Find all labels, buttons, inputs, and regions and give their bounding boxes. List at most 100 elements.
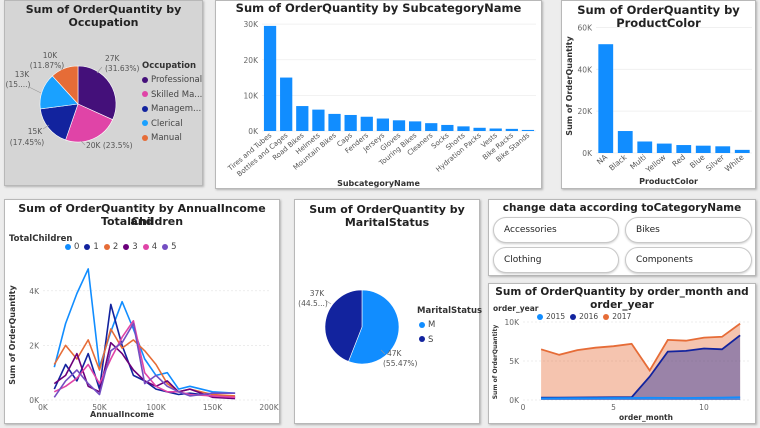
ordermonth-y-axis-label: Sum of OrderQuantity [492, 325, 499, 400]
maritalstatus-legend-marker [419, 321, 425, 328]
ordermonth-x-tick-label: 10 [699, 403, 709, 412]
subcategory-bar-touring-bikes [408, 121, 422, 131]
subcategory-bar-shorts [457, 126, 470, 131]
ordermonth-legend-item-2016[interactable]: 2016 [570, 310, 598, 324]
category-slicer-card: change data according toCategoryName Acc… [488, 199, 756, 276]
data-label-clerical-value: 13K [15, 70, 31, 79]
ordermonth-legend-label: 2017 [612, 312, 632, 321]
maritalstatus-legend-label: M [428, 320, 436, 330]
occupation-legend-marker [142, 91, 148, 97]
data-label-married-value: 47K [387, 349, 403, 358]
occupation-legend-item-clerical[interactable]: Clerical [142, 117, 202, 132]
ordermonth-line-2017 [540, 322, 741, 373]
ordermonth-legend-label: 2016 [579, 312, 599, 321]
ordermonth-x-axis-label: order_month [619, 413, 673, 422]
productcolor-bar-multi [637, 141, 653, 153]
subcategory-bar-socks [441, 124, 454, 131]
ordermonth-legend-marker [537, 314, 543, 320]
annualincome-legend-item-2[interactable]: 2 [103, 240, 118, 255]
data-label-manual-pct: (11.87%) [30, 61, 65, 70]
annualincome-x-tick-label: 200K [259, 403, 279, 412]
maritalstatus-chart-title-2: MaritalStatus [344, 216, 430, 229]
annualincome-legend-label: 5 [171, 242, 177, 252]
subcategory-bar-bike-stands [521, 129, 535, 131]
slicer-button-accessories[interactable]: Accessories [493, 217, 619, 243]
slicer-button-bikes[interactable]: Bikes [625, 217, 752, 243]
productcolor-bar-black [617, 131, 633, 153]
annualincome-legend-item-1[interactable]: 1 [84, 240, 99, 255]
occupation-legend-marker [142, 76, 148, 83]
subcategory-bar-gloves [392, 120, 406, 131]
productcolor-x-tick-label: Silver [704, 152, 727, 173]
annualincome-legend-title: TotalChildren [9, 234, 73, 244]
occupation-pie-card[interactable]: Sum of OrderQuantity by Occupation 27K (3… [4, 0, 203, 186]
pie-slice-management [39, 103, 79, 141]
ordermonth-x-tick-label: 0 [521, 403, 526, 412]
annualincome-legend-marker [65, 243, 71, 250]
leader-line-manual [57, 64, 63, 71]
productcolor-y-tick-label: 60K [578, 23, 594, 32]
subcategory-bar-hydration-packs [473, 127, 486, 131]
annualincome-line-children-3 [53, 341, 236, 400]
maritalstatus-legend-marker [419, 336, 425, 342]
pie-slice-professional [77, 65, 117, 121]
productcolor-bar-card[interactable]: Sum of OrderQuantity by ProductColor 0K 2… [561, 0, 756, 189]
productcolor-y-tick-label: 0K [582, 149, 593, 158]
productcolor-bar-red [676, 145, 692, 153]
ordermonth-area-card[interactable]: Sum of OrderQuantity by order_month and … [488, 283, 756, 424]
subcategory-bar-jerseys [376, 118, 390, 131]
data-label-manual-value: 10K [43, 51, 59, 60]
occupation-chart-title: Sum of OrderQuantity by Occupation [25, 3, 182, 29]
occupation-legend-item-professional[interactable]: Professional [142, 73, 202, 88]
leader-line-clerical [28, 86, 42, 94]
productcolor-y-tick-label: 20K [578, 107, 594, 116]
occupation-legend: Professional Skilled Ma... Managem... Cleri… [142, 73, 202, 146]
ordermonth-legend-item-2015[interactable]: 2015 [537, 310, 565, 324]
subcategory-bar-card[interactable]: Sum of OrderQuantity by SubcategoryName … [215, 0, 542, 189]
annualincome-y-tick-label: 0K [29, 396, 40, 405]
occupation-legend-title: Occupation [142, 61, 197, 71]
annualincome-x-tick-label: 100K [146, 403, 166, 412]
data-label-clerical-pct: (15....) [6, 80, 31, 89]
maritalstatus-legend-label: S [428, 334, 434, 345]
maritalstatus-pie-card[interactable]: Sum of OrderQuantity by MaritalStatus 37… [294, 199, 482, 424]
occupation-legend-item-skilled-ma-[interactable]: Skilled Ma... [142, 88, 202, 103]
annualincome-legend-item-0[interactable]: 0 [65, 240, 79, 255]
occupation-legend-label: Managem... [151, 104, 202, 114]
leader-line-skilled-manual [80, 140, 86, 146]
maritalstatus-chart-title-1: Sum of OrderQuantity by [309, 203, 465, 216]
ordermonth-y-tick-label: 5K [509, 357, 520, 366]
ordermonth-legend-item-2017[interactable]: 2017 [603, 310, 631, 324]
pie-slice-married [348, 289, 400, 365]
subcategory-x-axis-label: SubcategoryName [337, 179, 420, 188]
productcolor-x-tick-label: Yellow [643, 153, 667, 175]
maritalstatus-legend-item-m[interactable]: M [419, 318, 435, 333]
subcategory-bar-cleaners [425, 123, 438, 131]
subcategory-bar-mountain-bikes [328, 113, 341, 131]
annualincome-line-card[interactable]: Sum of OrderQuantity by AnnualIncome and… [4, 199, 280, 424]
subcategory-bar-caps [344, 114, 357, 131]
slicer-button-components[interactable]: Components [625, 247, 752, 273]
annualincome-legend-item-3[interactable]: 3 [123, 240, 138, 255]
ordermonth-chart-title: Sum of OrderQuantity by order_month and … [495, 286, 749, 311]
occupation-legend-item-manual[interactable]: Manual [142, 131, 202, 146]
productcolor-x-tick-label: Black [607, 152, 629, 172]
occupation-legend-marker [142, 105, 148, 112]
subcategory-bar-road-bikes [296, 106, 309, 131]
annualincome-line-chart: 0K 2K 4K 0K 50K 100K 150K 200K Sum of OrderQuant… [8, 268, 280, 412]
subcategory-bar-bike-racks [505, 128, 518, 131]
productcolor-x-tick-label: Red [670, 152, 687, 168]
slicer-button-clothing[interactable]: Clothing [493, 247, 619, 273]
occupation-legend-label: Professional [151, 75, 203, 85]
annualincome-y-tick-label: 2K [29, 341, 40, 350]
maritalstatus-legend-item-s[interactable]: S [419, 333, 435, 348]
annualincome-legend-item-5[interactable]: 5 [162, 240, 177, 255]
productcolor-y-tick-label: 40K [578, 65, 594, 74]
data-label-management-value: 15K [28, 127, 44, 136]
annualincome-legend-item-4[interactable]: 4 [142, 240, 158, 255]
ordermonth-y-tick-label: 10K [505, 318, 521, 327]
occupation-pie: 27K(31.63%) 20K (23.5%) 15K (17.45%) 13K(15.… [6, 51, 140, 150]
annualincome-legend-label: 4 [151, 242, 158, 252]
occupation-legend-item-managem-[interactable]: Managem... [142, 102, 202, 117]
